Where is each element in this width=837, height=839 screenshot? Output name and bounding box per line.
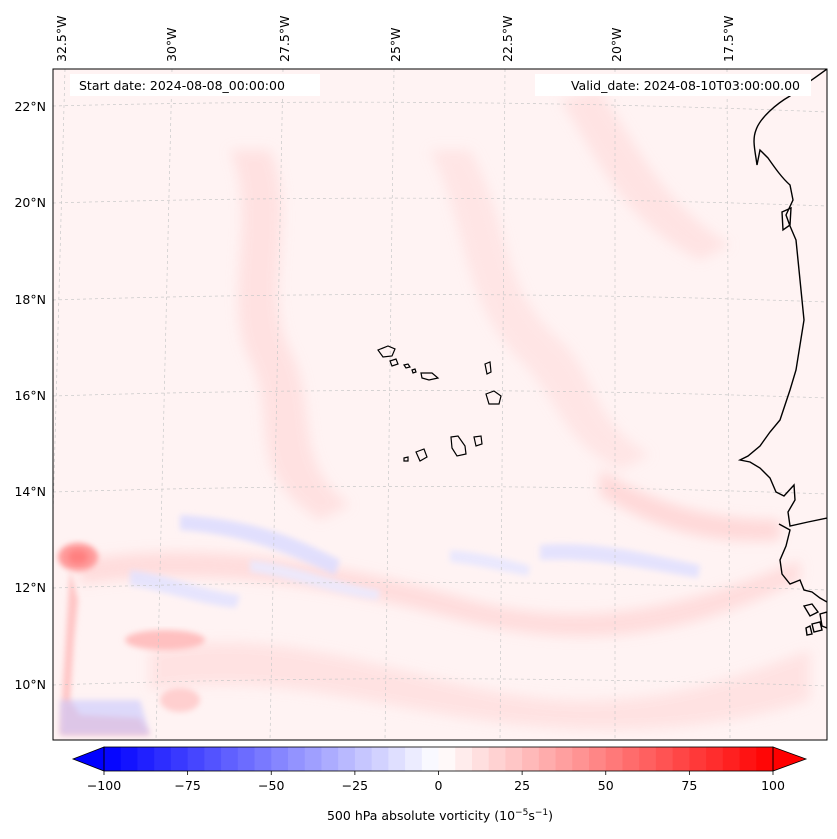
- lon-label: 32.5°W: [54, 16, 69, 62]
- valid-date-box: [535, 74, 811, 96]
- colorbar-tick-label: 0: [435, 778, 443, 793]
- colorbar-tick-label: −100: [87, 778, 121, 793]
- colorbar-segment: [672, 747, 690, 771]
- longitude-labels: 32.5°W 30°W 27.5°W 25°W 22.5°W 20°W 17.5…: [54, 16, 736, 62]
- vorticity-field-background: [53, 69, 827, 740]
- colorbar-title: 500 hPa absolute vorticity (10−5s−1): [327, 808, 553, 823]
- colorbar-segment: [321, 747, 339, 771]
- valid-date-label: Valid_date: 2024-08-10T03:00:00.00: [571, 78, 800, 93]
- colorbar-segments: [104, 747, 774, 771]
- map-frame: [52, 68, 828, 741]
- colorbar-segment: [421, 747, 440, 771]
- lat-label: 12°N: [14, 580, 46, 595]
- colorbar-segment: [572, 747, 590, 771]
- colorbar-segment: [221, 747, 239, 771]
- colorbar-ticks: −100 −75 −50 −25 0 25 50 75 100: [87, 771, 785, 793]
- lon-label: 22.5°W: [500, 16, 515, 62]
- latitude-labels: 22°N 20°N 18°N 16°N 14°N 12°N 10°N: [14, 99, 46, 692]
- colorbar-tick-label: −75: [174, 778, 200, 793]
- colorbar-segment: [689, 747, 707, 771]
- colorbar-segment: [187, 747, 205, 771]
- colorbar-segment: [739, 747, 757, 771]
- colorbar: −100 −75 −50 −25 0 25 50 75 100 500 hPa absolute…: [71, 746, 808, 823]
- colorbar-segment: [756, 747, 774, 771]
- colorbar-segment: [655, 747, 674, 771]
- colorbar-segment: [120, 747, 139, 771]
- colorbar-tick-label: 100: [761, 778, 785, 793]
- colorbar-segment: [471, 747, 490, 771]
- colorbar-title-mid: s: [528, 808, 535, 823]
- colorbar-segment: [204, 747, 222, 771]
- colorbar-segment: [455, 747, 473, 771]
- colorbar-tick-label: −25: [342, 778, 368, 793]
- colorbar-tick-label: 25: [514, 778, 530, 793]
- lon-label: 30°W: [164, 27, 179, 62]
- lon-label: 25°W: [388, 27, 403, 62]
- colorbar-segment: [522, 747, 540, 771]
- start-date-label: Start date: 2024-08-08_00:00:00: [79, 78, 285, 93]
- colorbar-segment: [170, 747, 189, 771]
- lon-label: 17.5°W: [721, 16, 736, 62]
- positive-vorticity-core: [58, 543, 205, 735]
- colorbar-segment: [338, 747, 356, 771]
- colorbar-segment: [405, 747, 423, 771]
- colorbar-segment: [271, 747, 289, 771]
- colorbar-segment: [287, 747, 306, 771]
- colorbar-segment: [104, 747, 122, 771]
- lat-label: 18°N: [14, 292, 46, 307]
- colorbar-segment: [505, 747, 523, 771]
- colorbar-segment: [706, 747, 724, 771]
- colorbar-extend-high: [772, 746, 808, 772]
- colorbar-segment: [555, 747, 573, 771]
- colorbar-title-prefix: 500 hPa absolute vorticity (10: [327, 808, 515, 823]
- negative-vorticity-bands: [130, 515, 700, 608]
- colorbar-segment: [538, 747, 557, 771]
- colorbar-title-exp1: −5: [515, 808, 528, 818]
- lat-label: 14°N: [14, 484, 46, 499]
- colorbar-segment: [254, 747, 272, 771]
- lat-label: 22°N: [14, 99, 46, 114]
- colorbar-tick-label: 75: [681, 778, 697, 793]
- colorbar-tick-label: −50: [258, 778, 284, 793]
- colorbar-segment: [605, 747, 624, 771]
- map-panel: [53, 69, 827, 740]
- cape-verde-islands: [377, 345, 502, 462]
- colorbar-extend-low: [71, 746, 105, 772]
- african-coastline: [737, 69, 827, 636]
- colorbar-segment: [154, 747, 172, 771]
- colorbar-tick-label: 50: [598, 778, 614, 793]
- colorbar-segment: [488, 747, 507, 771]
- lat-label: 20°N: [14, 195, 46, 210]
- colorbar-segment: [622, 747, 640, 771]
- gridlines: [53, 69, 827, 740]
- lat-label: 16°N: [14, 388, 46, 403]
- lat-label: 10°N: [14, 677, 46, 692]
- colorbar-segment: [354, 747, 373, 771]
- colorbar-segment: [722, 747, 741, 771]
- colorbar-segment: [371, 747, 389, 771]
- colorbar-segment: [388, 747, 406, 771]
- start-date-box: [70, 74, 320, 96]
- colorbar-title-suffix: ): [548, 808, 553, 823]
- colorbar-segment: [639, 747, 657, 771]
- colorbar-segment: [438, 747, 456, 771]
- lon-label: 20°W: [609, 27, 624, 62]
- colorbar-title-exp2: −1: [535, 808, 548, 818]
- lon-label: 27.5°W: [277, 16, 292, 62]
- colorbar-segment: [237, 747, 256, 771]
- colorbar-segment: [304, 747, 323, 771]
- colorbar-segment: [137, 747, 155, 771]
- colorbar-segment: [589, 747, 607, 771]
